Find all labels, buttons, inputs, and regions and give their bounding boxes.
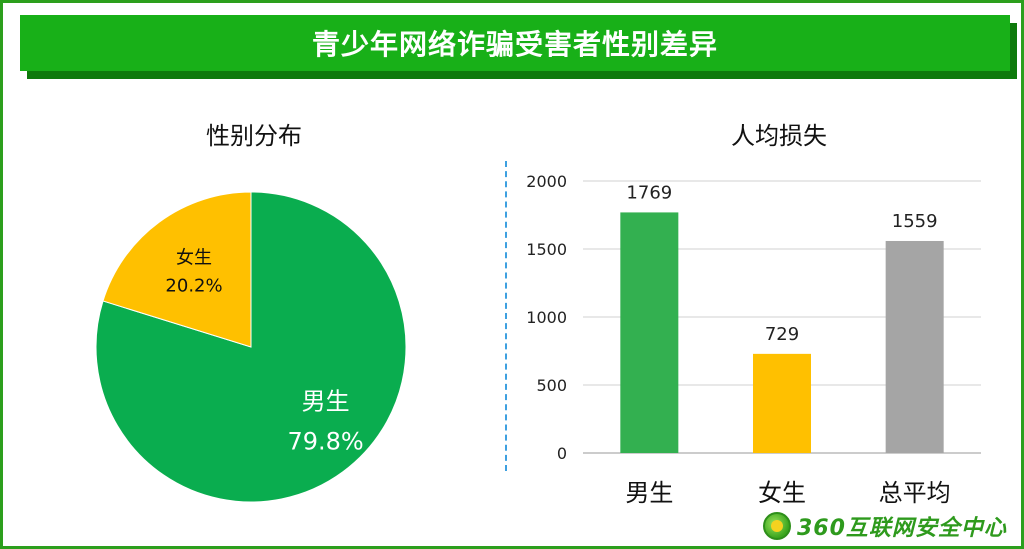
pie-label-female: 女生 (176, 248, 212, 269)
y-tick-label: 0 (557, 444, 567, 463)
bar-2 (885, 240, 944, 453)
x-category-label: 总平均 (879, 479, 951, 507)
bar-0 (620, 212, 679, 453)
pie-percent-male: 79.8% (287, 427, 363, 455)
y-tick-label: 1000 (526, 308, 567, 327)
360-logo-icon (763, 512, 791, 540)
pie-chart: 男生 79.8% 女生 20.2% (95, 191, 407, 503)
bar-data-label: 1769 (626, 182, 672, 203)
x-category-label: 女生 (758, 479, 806, 507)
x-category-label: 男生 (625, 479, 673, 507)
charts-canvas: 男生 79.8% 女生 20.2% 0 500 1000 1500 2000 1769 男生 729… (95, 172, 981, 507)
bar-data-label: 729 (765, 324, 799, 345)
bar-1 (753, 353, 811, 453)
brand-logo: 360互联网安全中心 (763, 511, 1007, 541)
bar-chart-title: 人均损失 (731, 122, 827, 150)
pie-percent-female: 20.2% (165, 276, 222, 297)
pie-chart-title: 性别分布 (206, 122, 302, 150)
y-tick-label: 500 (536, 376, 567, 395)
bar-data-label: 1559 (892, 211, 938, 232)
brand-logo-text: 360互联网安全中心 (797, 516, 1007, 541)
pie-slice-female (102, 191, 252, 348)
pie-label-male: 男生 (302, 387, 350, 415)
page-title: 青少年网络诈骗受害者性别差异 (20, 15, 1010, 71)
y-tick-label: 2000 (526, 172, 567, 191)
y-tick-label: 1500 (526, 240, 567, 259)
bar-chart: 0 500 1000 1500 2000 1769 男生 729 女生 1559 总平均 (526, 172, 981, 507)
dashed-divider (505, 161, 507, 471)
